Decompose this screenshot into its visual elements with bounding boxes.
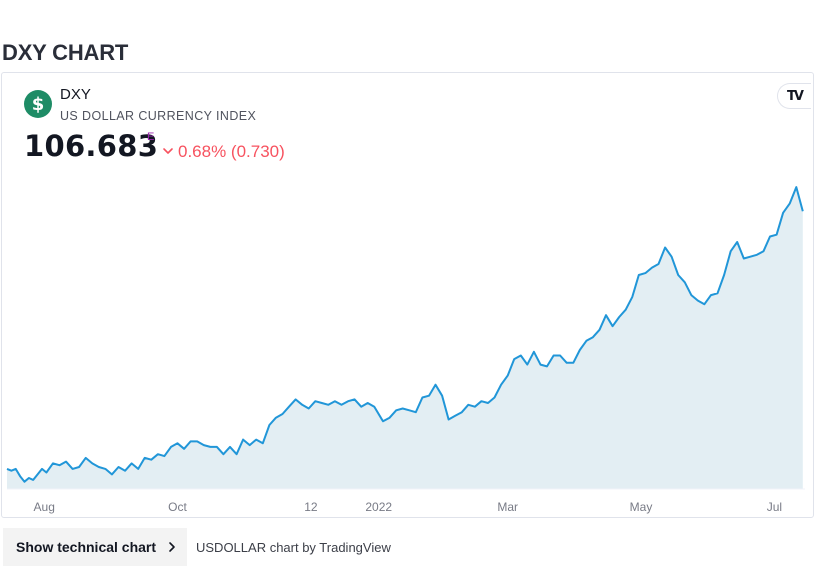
show-technical-chart-button[interactable]: Show technical chart bbox=[3, 528, 187, 566]
symbol-ticker[interactable]: DXY bbox=[60, 86, 91, 103]
series-line bbox=[6, 186, 804, 483]
price-change: 0.68% (0.730) bbox=[178, 142, 285, 161]
x-tick-label: Aug bbox=[34, 500, 55, 514]
x-tick-label: May bbox=[630, 500, 653, 514]
x-tick-label: 2022 bbox=[365, 500, 392, 514]
last-price: 106.683 bbox=[24, 129, 159, 163]
dollar-logo-icon: $ bbox=[24, 90, 52, 118]
x-axis: Aug Oct 12 2022 Mar May Jul bbox=[34, 500, 783, 514]
chevron-right-icon bbox=[169, 542, 175, 552]
tradingview-logo-icon[interactable]: TV bbox=[777, 83, 811, 109]
price-exchange-flag: E bbox=[147, 131, 155, 143]
chart-widget[interactable]: Aug Oct 12 2022 Mar May Jul $ DXY US DOLLAR CU… bbox=[1, 72, 814, 518]
x-tick-label: Oct bbox=[168, 500, 187, 514]
x-tick-label: Mar bbox=[497, 500, 518, 514]
show-technical-chart-label: Show technical chart bbox=[16, 539, 157, 555]
page-title: DXY CHART bbox=[2, 40, 129, 65]
series-area-fill bbox=[7, 187, 803, 489]
chart-attribution-link[interactable]: USDOLLAR chart by TradingView bbox=[196, 540, 391, 555]
chevron-down-icon bbox=[163, 148, 173, 154]
area-chart[interactable]: Aug Oct 12 2022 Mar May Jul bbox=[2, 73, 814, 518]
x-tick-label: 12 bbox=[304, 500, 318, 514]
x-tick-label: Jul bbox=[767, 500, 782, 514]
symbol-description: US DOLLAR CURRENCY INDEX bbox=[60, 109, 257, 123]
